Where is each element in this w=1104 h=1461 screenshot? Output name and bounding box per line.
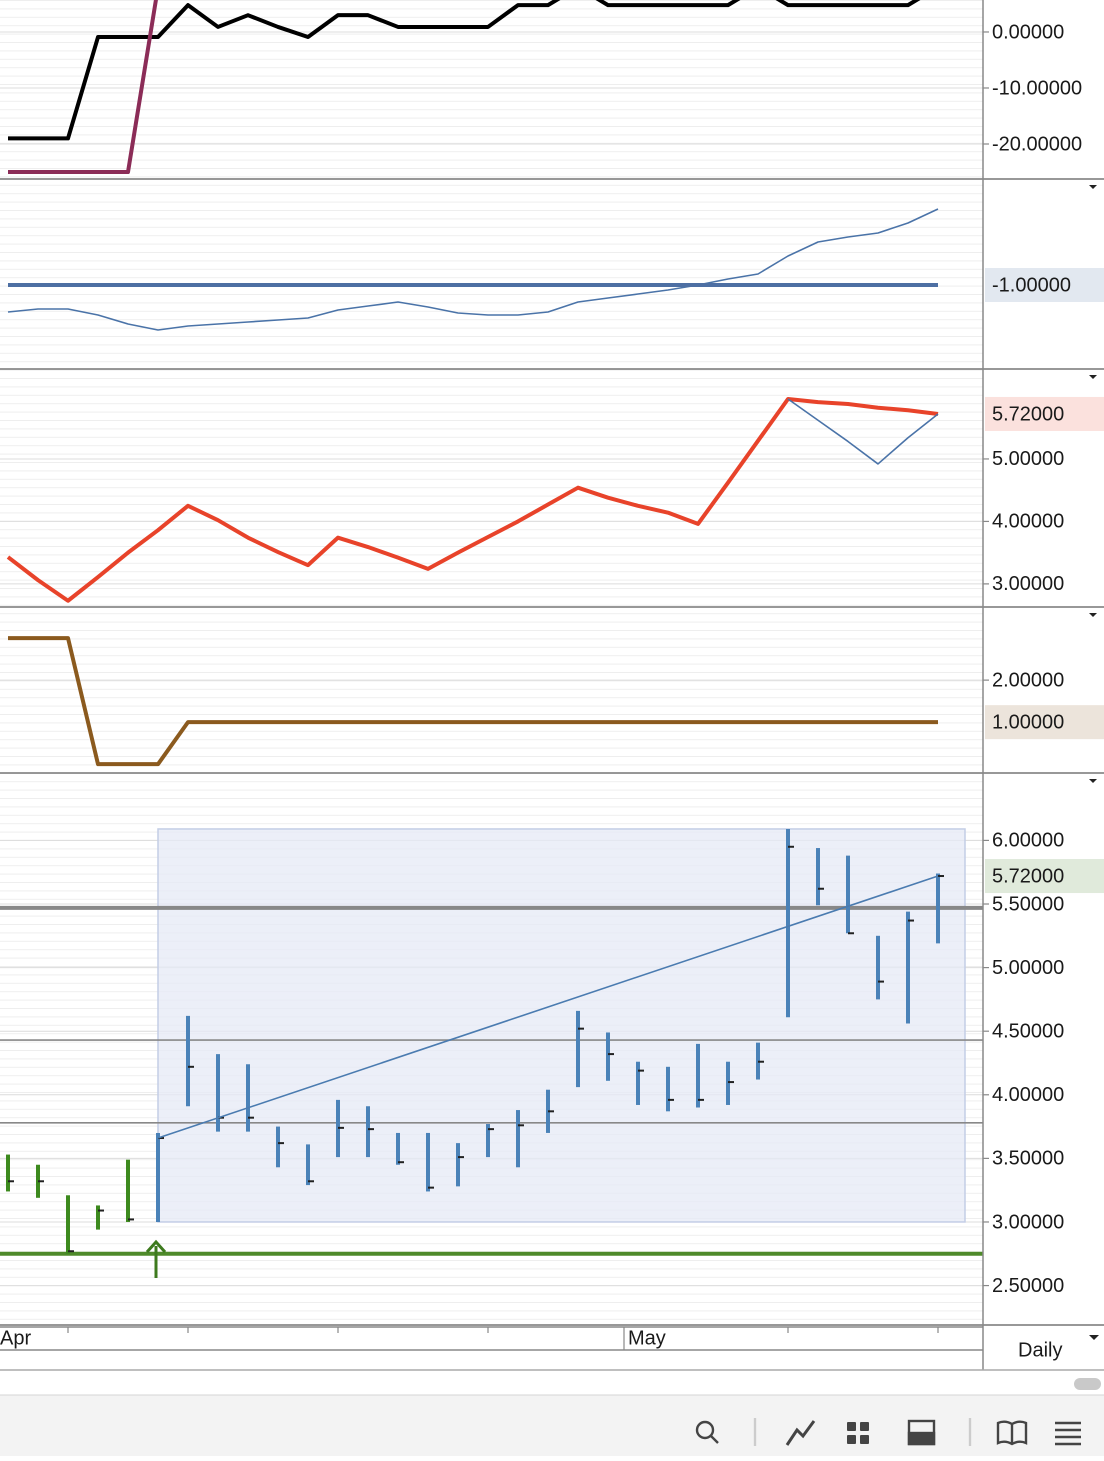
plot-area <box>0 396 983 603</box>
indicator-panel: -1.00000 <box>0 185 1104 370</box>
menu-button[interactable] <box>1055 1421 1081 1446</box>
y-tick-label: -20.00000 <box>992 133 1082 155</box>
panel-menu[interactable] <box>1089 613 1097 617</box>
indicator-panel: 2.00000 1.00000 <box>0 613 1104 774</box>
y-tick-label: 4.00000 <box>992 1084 1064 1106</box>
indicator-panel: 6.00000 5.50000 5.00000 4.50000 4.00000 3.500… <box>0 779 1104 1326</box>
plot-area <box>0 0 983 174</box>
y-tick-label: 6.00000 <box>992 830 1064 852</box>
y-tick-label: 3.50000 <box>992 1148 1064 1170</box>
y-tick-label: 5.00000 <box>992 957 1064 979</box>
last-value-box <box>985 859 1104 894</box>
search-button[interactable] <box>695 1420 719 1444</box>
plot-area <box>0 636 983 767</box>
price-axis: 5.00000 4.00000 3.00000 5.72000 <box>983 396 1104 595</box>
price-axis: 6.00000 5.50000 5.00000 4.50000 4.00000 3.500… <box>983 830 1104 1297</box>
y-tick-label: 2.50000 <box>992 1275 1064 1297</box>
last-value-label: 5.72000 <box>992 865 1064 887</box>
y-tick-label: 3.00000 <box>992 573 1064 595</box>
interval-label[interactable]: Daily <box>1018 1339 1062 1361</box>
price-axis: -1.00000 <box>985 268 1104 302</box>
range-box <box>157 828 966 1223</box>
interval-dropdown[interactable] <box>1089 1335 1099 1340</box>
panel-menu[interactable] <box>1089 779 1097 783</box>
toolbar <box>0 1395 1104 1456</box>
plot-area <box>7 208 939 331</box>
y-tick-label: 5.00000 <box>992 448 1064 470</box>
y-tick-label: 4.00000 <box>992 511 1064 533</box>
y-tick-label: 0.00000 <box>992 21 1064 43</box>
series-line <box>7 208 939 331</box>
price-axis: 0.00000 -10.00000 -20.00000 <box>983 21 1082 155</box>
series-line <box>8 0 158 174</box>
series-line <box>787 398 939 465</box>
y-tick-label: 2.00000 <box>992 669 1064 691</box>
panels: 0.00000 -10.00000 -20.00000 -1.00000 5.00000… <box>0 0 1104 1326</box>
book-button[interactable] <box>996 1420 1028 1446</box>
panel-menu[interactable] <box>1089 185 1097 189</box>
x-tick-label: May <box>628 1327 666 1349</box>
last-value-label: 5.72000 <box>992 403 1064 425</box>
y-tick-label: 5.50000 <box>992 893 1064 915</box>
last-value-box <box>985 268 1104 302</box>
indicator-panel: 5.00000 4.00000 3.00000 5.72000 <box>0 375 1104 608</box>
signal-arrow <box>145 1239 167 1278</box>
y-tick-label: 4.50000 <box>992 1020 1064 1042</box>
y-tick-label: -10.00000 <box>992 77 1082 99</box>
toolbar-icons <box>695 1418 1081 1446</box>
plot-area <box>0 828 983 1287</box>
y-tick-label: 3.00000 <box>992 1211 1064 1233</box>
series-line <box>6 396 939 603</box>
indicator-panel: 0.00000 -10.00000 -20.00000 <box>0 0 1104 180</box>
series-line <box>8 636 938 767</box>
trend-line <box>157 875 939 1139</box>
last-value-label: 1.00000 <box>992 711 1064 733</box>
scrollbar[interactable] <box>1074 1378 1101 1390</box>
last-value-label: -1.00000 <box>992 274 1071 296</box>
last-value-box <box>985 396 1104 431</box>
panel-menu[interactable] <box>1089 375 1097 379</box>
series-line <box>8 0 921 141</box>
x-tick-label: Apr <box>0 1327 31 1349</box>
layout-button[interactable] <box>847 1422 869 1444</box>
time-axis-ticks <box>67 1327 939 1333</box>
draw-button[interactable] <box>785 1420 816 1446</box>
panel-button[interactable] <box>907 1419 936 1446</box>
last-value-box <box>985 705 1104 740</box>
price-axis: 2.00000 1.00000 <box>983 669 1104 740</box>
